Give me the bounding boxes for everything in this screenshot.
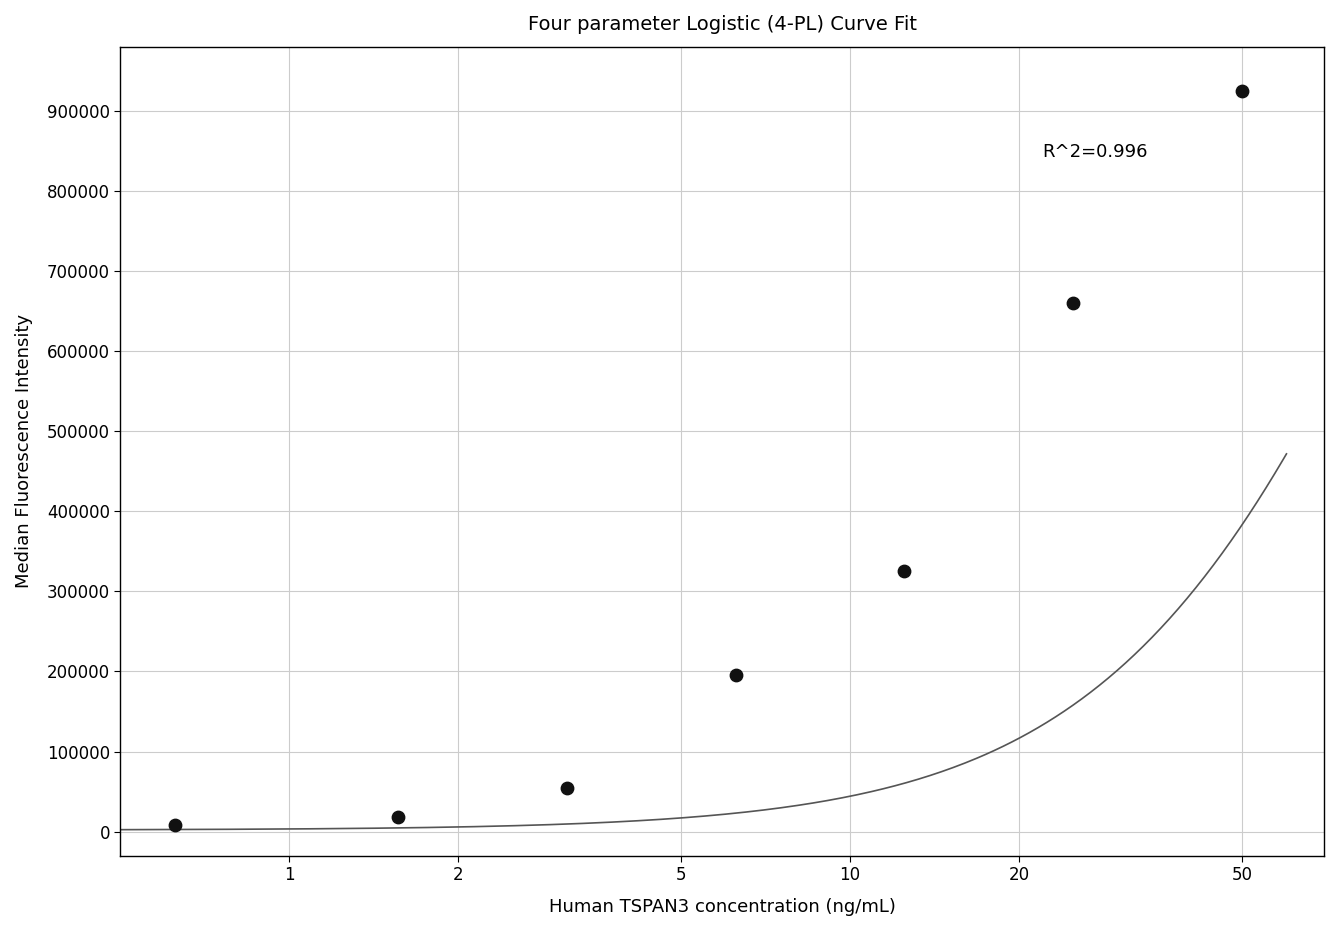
Point bbox=[724, 668, 746, 683]
Text: R^2=0.996: R^2=0.996 bbox=[1042, 142, 1148, 161]
Point bbox=[165, 817, 186, 832]
X-axis label: Human TSPAN3 concentration (ng/mL): Human TSPAN3 concentration (ng/mL) bbox=[549, 898, 896, 916]
Title: Four parameter Logistic (4-PL) Curve Fit: Four parameter Logistic (4-PL) Curve Fit bbox=[528, 15, 917, 34]
Point bbox=[893, 564, 915, 579]
Point bbox=[556, 780, 577, 795]
Point bbox=[1063, 295, 1085, 310]
Point bbox=[1232, 83, 1253, 98]
Y-axis label: Median Fluorescence Intensity: Median Fluorescence Intensity bbox=[15, 314, 33, 588]
Point bbox=[387, 810, 408, 825]
